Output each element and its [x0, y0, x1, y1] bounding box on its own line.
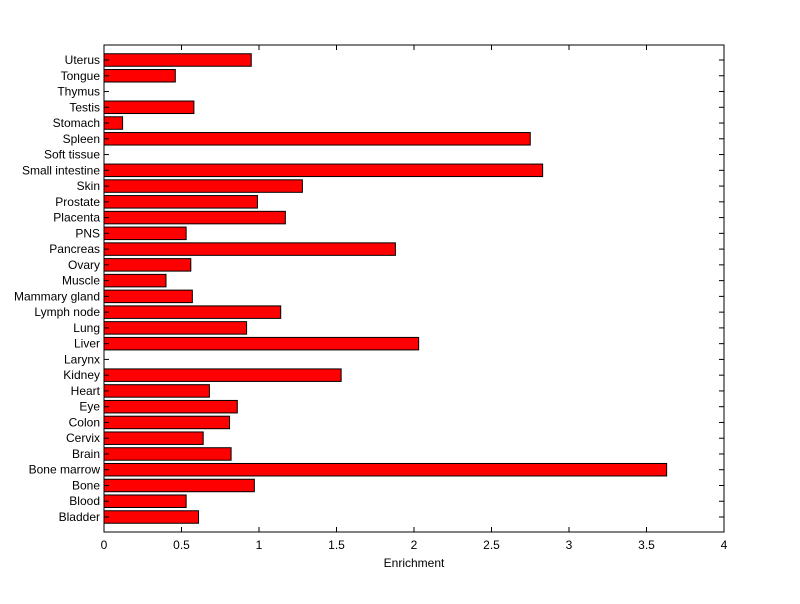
bar-testis: [103, 100, 195, 115]
bar-eye: [103, 399, 238, 414]
y-tick-label: Uterus: [65, 53, 100, 67]
bar-tongue: [103, 69, 176, 83]
bar-prostate: [103, 195, 258, 209]
bar-bone-marrow: [103, 462, 668, 477]
y-tick-label: Prostate: [55, 195, 100, 209]
y-tick-label: Pancreas: [49, 242, 100, 256]
y-tick-label: Cervix: [66, 431, 100, 445]
y-tick-label: Lymph node: [34, 305, 100, 319]
y-tick-label: Heart: [71, 384, 101, 398]
y-tick-label: Blood: [69, 494, 100, 508]
bar-cervix: [103, 431, 204, 445]
bar-skin: [103, 179, 303, 193]
y-tick-label: Liver: [74, 337, 100, 351]
x-tick-label: 3: [566, 538, 573, 552]
y-tick-label: Stomach: [53, 116, 100, 130]
y-tick-label: Bone: [72, 478, 100, 492]
y-tick-label: Lung: [73, 321, 100, 335]
x-axis: 0 0.5 1 1.5 2 2.5 3 3.5 4: [101, 45, 728, 552]
bar-uterus: [103, 53, 252, 67]
bar-heart: [103, 384, 210, 398]
bar-bone: [103, 478, 255, 493]
x-axis-label: Enrichment: [384, 556, 445, 570]
x-tick-label: 4: [721, 538, 728, 552]
x-tick-label: 1: [256, 538, 263, 552]
y-tick-label: Brain: [72, 447, 100, 461]
y-tick-label: Soft tissue: [44, 148, 100, 162]
x-tick-label: 0.5: [173, 538, 190, 552]
y-tick-label: Kidney: [63, 368, 100, 382]
x-tick-label: 1.5: [328, 538, 345, 552]
bar-placenta: [103, 210, 286, 225]
y-tick-label: Eye: [79, 400, 100, 414]
y-tick-label: Thymus: [57, 85, 100, 99]
y-tick-label: Mammary gland: [14, 289, 100, 303]
bar-pancreas: [103, 242, 396, 256]
y-tick-label: Small intestine: [22, 163, 100, 177]
bar-small-intestine: [103, 163, 544, 178]
bar-lung: [103, 321, 248, 335]
bar-brain: [103, 447, 232, 461]
y-tick-label: Colon: [69, 415, 100, 429]
y-tick-label: Skin: [77, 179, 100, 193]
bar-colon: [103, 415, 231, 430]
x-tick-label: 0: [101, 538, 108, 552]
y-tick-label: Placenta: [53, 211, 100, 225]
y-tick-label: Testis: [69, 100, 100, 114]
bar-lymph-node: [103, 305, 282, 319]
y-tick-label: PNS: [75, 226, 100, 240]
plot-frame: [103, 44, 725, 533]
bar-pns: [103, 226, 187, 241]
bar-ovary: [103, 258, 192, 272]
y-tick-label: Bone marrow: [29, 463, 101, 477]
y-tick-label: Bladder: [59, 510, 100, 524]
y-tick-label: Muscle: [62, 274, 100, 288]
bar-bladder: [103, 510, 200, 524]
bar-mammary-gland: [103, 289, 193, 304]
y-tick-label: Spleen: [63, 132, 100, 146]
y-tick-label: Ovary: [68, 258, 100, 272]
bar-spleen: [103, 132, 531, 146]
y-tick-label: Tongue: [61, 69, 101, 83]
x-tick-label: 2.5: [483, 538, 500, 552]
bar-liver: [103, 336, 420, 351]
y-tick-label: Larynx: [64, 352, 100, 366]
bar-muscle: [103, 273, 167, 288]
x-tick-label: 2: [411, 538, 418, 552]
x-tick-label: 3.5: [638, 538, 655, 552]
bar-kidney: [103, 368, 342, 382]
bar-blood: [103, 494, 187, 508]
